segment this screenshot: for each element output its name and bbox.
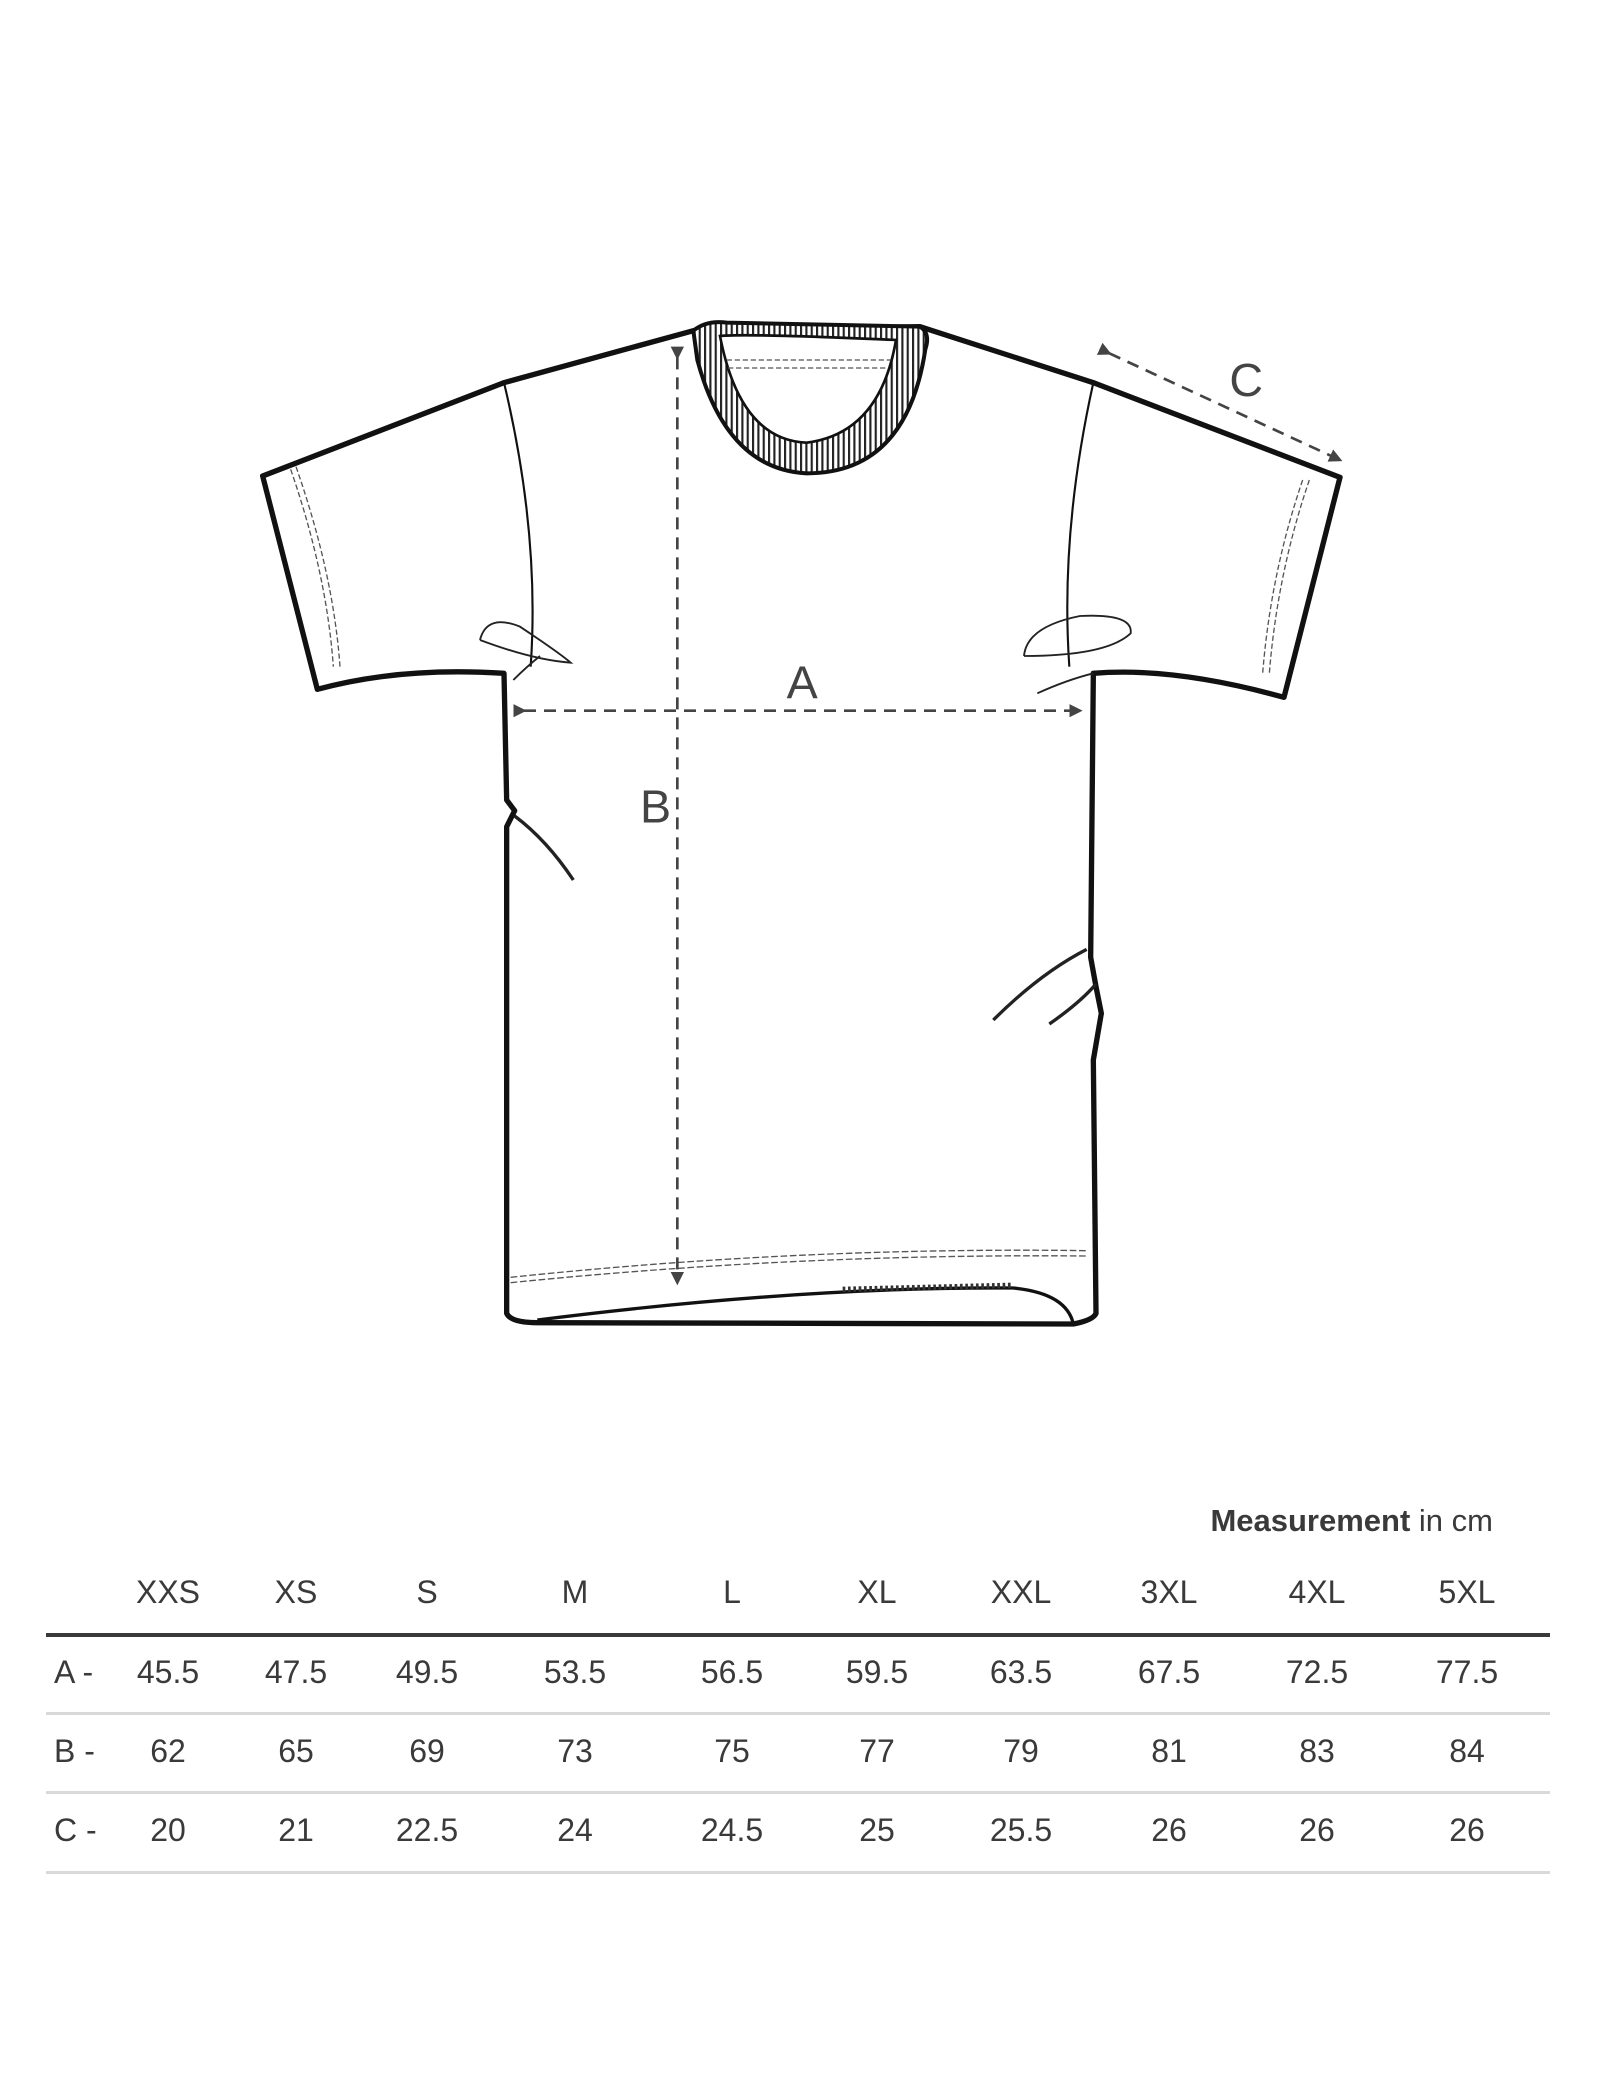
table-cell: 84	[1449, 1733, 1485, 1769]
row-label: A -	[54, 1654, 94, 1690]
table-cell: 67.5	[1137, 1654, 1201, 1690]
table-cell: 26	[1449, 1812, 1485, 1848]
size-header: 3XL	[1140, 1574, 1198, 1610]
table-cell: 59.5	[845, 1654, 909, 1690]
shirt-outline	[259, 323, 1343, 1327]
header-divider	[46, 1633, 1550, 1637]
measure-c-arrow	[1096, 342, 1343, 462]
size-header: XL	[857, 1574, 897, 1610]
table-cell: 73	[557, 1733, 593, 1769]
table-cell: 24.5	[700, 1812, 764, 1848]
size-header: XS	[274, 1574, 318, 1610]
table-cell: 77	[859, 1733, 895, 1769]
table-cell: 21	[278, 1812, 314, 1848]
table-cell: 20	[150, 1812, 186, 1848]
table-cell: 83	[1299, 1733, 1335, 1769]
label-a: A	[787, 657, 819, 709]
size-header: XXL	[990, 1574, 1052, 1610]
table-cell: 25	[859, 1812, 895, 1848]
table-cell: 79	[1003, 1733, 1039, 1769]
table-cell: 47.5	[264, 1654, 328, 1690]
size-header: XXS	[135, 1574, 201, 1610]
table-cell: 22.5	[395, 1812, 459, 1848]
row-divider	[46, 1791, 1550, 1794]
title-bold: Measurement	[1210, 1503, 1411, 1538]
row-label: C -	[54, 1812, 97, 1848]
size-header: 4XL	[1288, 1574, 1346, 1610]
table-cell: 75	[714, 1733, 750, 1769]
tshirt-diagram: A B C	[259, 320, 1343, 1327]
table-cell: 62	[150, 1733, 186, 1769]
table-cell: 26	[1299, 1812, 1335, 1848]
table-cell: 56.5	[700, 1654, 764, 1690]
table-cell: 53.5	[543, 1654, 607, 1690]
row-label: B -	[54, 1733, 95, 1769]
row-divider	[46, 1712, 1550, 1715]
table-cell: 65	[278, 1733, 314, 1769]
table-cell: 24	[557, 1812, 593, 1848]
title-unit: in cm	[1418, 1503, 1493, 1538]
label-c: C	[1229, 354, 1263, 406]
table-cell: 69	[409, 1733, 445, 1769]
size-header: S	[416, 1574, 438, 1610]
table-cell: 45.5	[136, 1654, 200, 1690]
table-cell: 49.5	[395, 1654, 459, 1690]
table-title: Measurement in cm	[1210, 1503, 1493, 1539]
table-cell: 77.5	[1435, 1654, 1499, 1690]
row-divider	[46, 1871, 1550, 1874]
table-cell: 63.5	[989, 1654, 1053, 1690]
table-cell: 72.5	[1285, 1654, 1349, 1690]
label-b: B	[640, 781, 671, 833]
table-cell: 81	[1151, 1733, 1187, 1769]
table-cell: 26	[1151, 1812, 1187, 1848]
size-header: L	[723, 1574, 741, 1610]
table-cell: 25.5	[989, 1812, 1053, 1848]
size-header: M	[561, 1574, 589, 1610]
size-header: 5XL	[1438, 1574, 1496, 1610]
